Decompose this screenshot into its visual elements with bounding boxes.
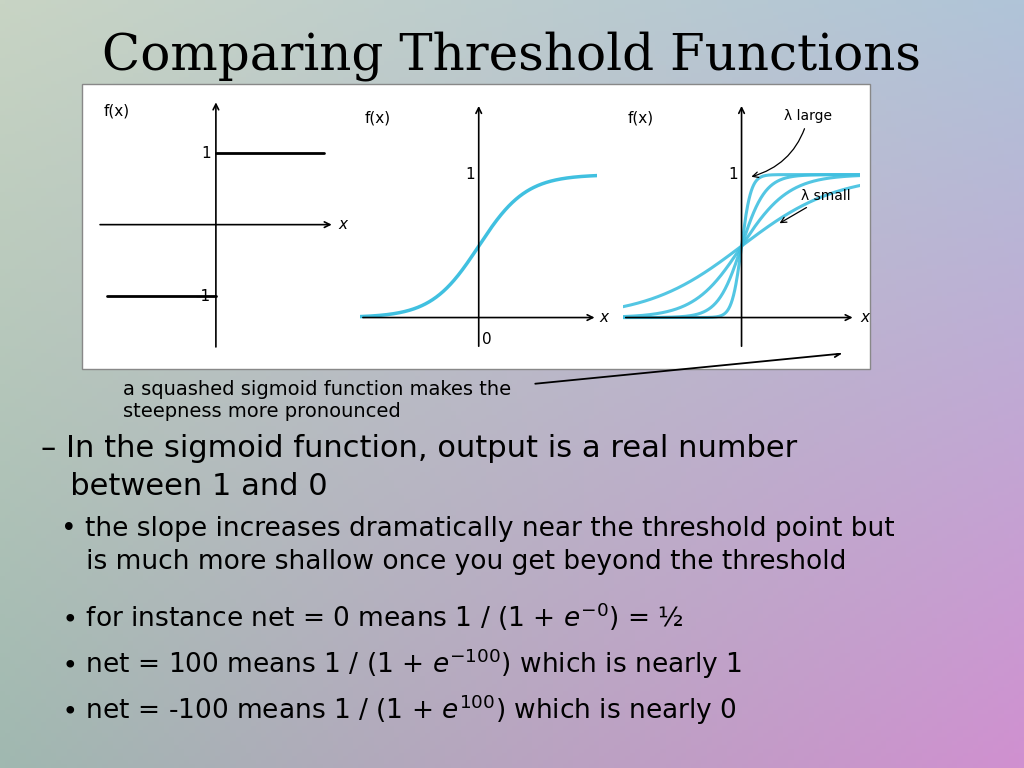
Text: $\bullet$ net = -100 means 1 / (1 + $e^{100}$) which is nearly 0: $\bullet$ net = -100 means 1 / (1 + $e^{… (61, 693, 737, 727)
Text: 1: 1 (466, 167, 475, 182)
Text: λ small: λ small (780, 190, 851, 223)
Text: 1: 1 (728, 167, 738, 182)
Text: λ large: λ large (753, 109, 833, 177)
Text: – In the sigmoid function, output is a real number
   between 1 and 0: – In the sigmoid function, output is a r… (41, 434, 798, 502)
FancyBboxPatch shape (82, 84, 870, 369)
Text: 0: 0 (482, 332, 492, 347)
Text: -1: -1 (196, 289, 211, 303)
Text: f(x): f(x) (365, 111, 391, 125)
Text: • the slope increases dramatically near the threshold point but
   is much more : • the slope increases dramatically near … (61, 516, 895, 575)
Text: 1: 1 (201, 146, 211, 161)
Text: Comparing Threshold Functions: Comparing Threshold Functions (102, 31, 922, 81)
Text: a squashed sigmoid function makes the
steepness more pronounced: a squashed sigmoid function makes the st… (123, 380, 511, 421)
Text: f(x): f(x) (628, 111, 653, 125)
Text: x: x (600, 310, 608, 325)
Text: $\bullet$ for instance net = 0 means 1 / (1 + $e^{-0}$) = ½: $\bullet$ for instance net = 0 means 1 /… (61, 601, 684, 633)
Text: $\bullet$ net = 100 means 1 / (1 + $e^{-100}$) which is nearly 1: $\bullet$ net = 100 means 1 / (1 + $e^{-… (61, 647, 742, 681)
Text: x: x (860, 310, 869, 325)
Text: f(x): f(x) (104, 103, 130, 118)
Text: x: x (338, 217, 347, 232)
